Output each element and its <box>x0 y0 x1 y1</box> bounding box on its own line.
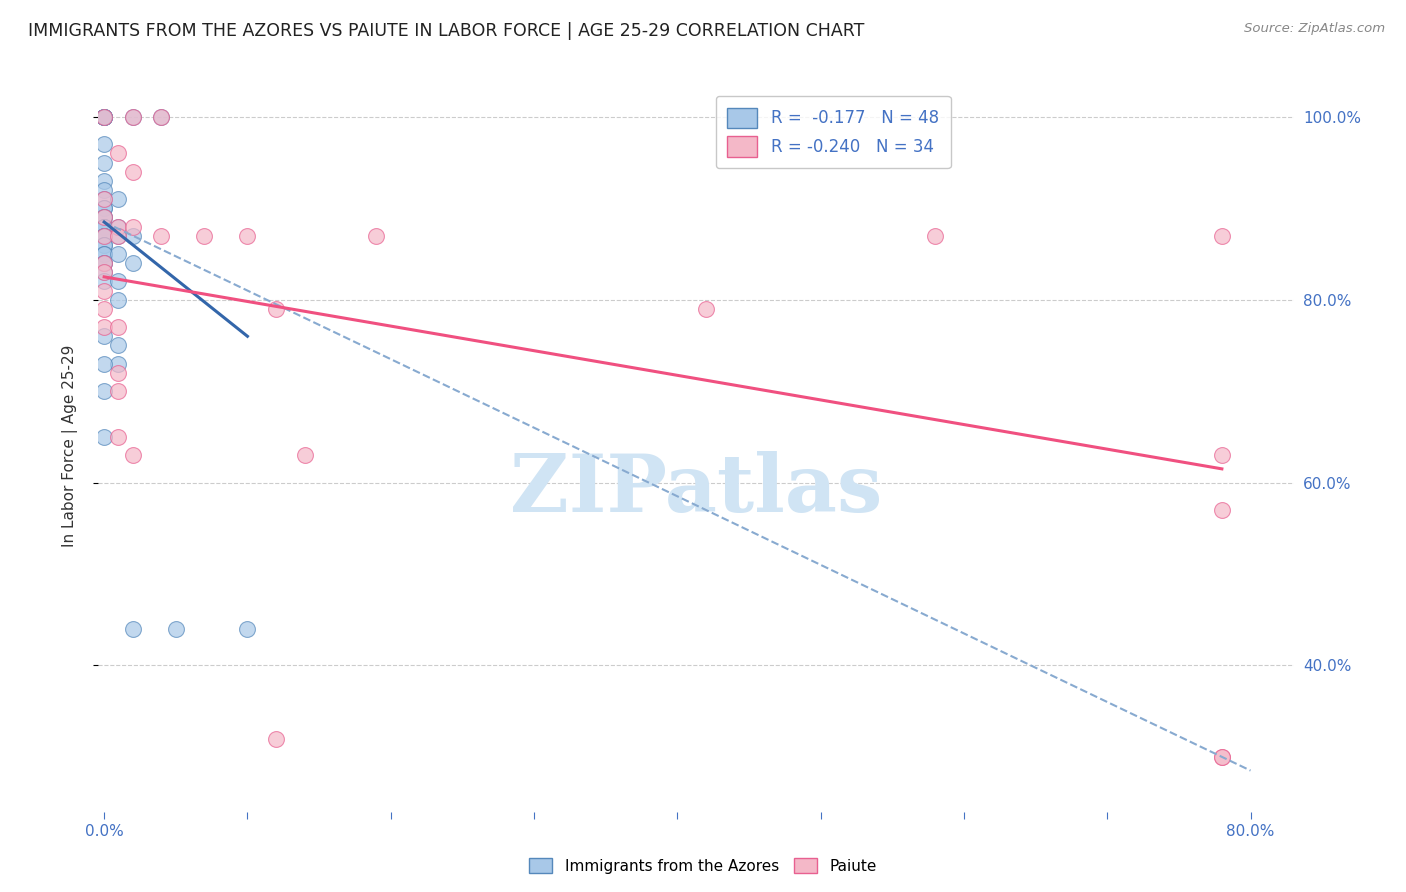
Point <box>107 219 129 234</box>
Point <box>93 110 115 124</box>
Point <box>150 228 173 243</box>
Point <box>107 293 129 307</box>
Point <box>93 275 115 289</box>
Text: Source: ZipAtlas.com: Source: ZipAtlas.com <box>1244 22 1385 36</box>
Point <box>93 137 115 152</box>
Point <box>366 228 388 243</box>
Point <box>1211 228 1233 243</box>
Point <box>93 265 115 279</box>
Point <box>150 110 173 124</box>
Point <box>236 228 259 243</box>
Point <box>107 228 129 243</box>
Point <box>93 155 115 169</box>
Point <box>93 201 115 215</box>
Point <box>121 164 143 178</box>
Point <box>93 211 115 225</box>
Point <box>93 228 115 243</box>
Point <box>93 247 115 261</box>
Point <box>121 622 143 636</box>
Point <box>93 430 115 444</box>
Point <box>107 192 129 206</box>
Point <box>93 357 115 371</box>
Point <box>150 110 173 124</box>
Point <box>93 110 115 124</box>
Point <box>93 329 115 343</box>
Point <box>193 228 215 243</box>
Point <box>93 211 115 225</box>
Point <box>1211 503 1233 517</box>
Point <box>121 228 143 243</box>
Point <box>93 110 115 124</box>
Point <box>107 228 129 243</box>
Point <box>93 256 115 270</box>
Point <box>93 228 115 243</box>
Point <box>107 219 129 234</box>
Point <box>264 731 287 746</box>
Point <box>294 448 316 462</box>
Point <box>924 228 946 243</box>
Point <box>121 110 143 124</box>
Point <box>107 146 129 161</box>
Point <box>107 384 129 399</box>
Point <box>695 301 717 316</box>
Y-axis label: In Labor Force | Age 25-29: In Labor Force | Age 25-29 <box>62 345 77 547</box>
Point <box>107 357 129 371</box>
Point <box>93 192 115 206</box>
Legend: Immigrants from the Azores, Paiute: Immigrants from the Azores, Paiute <box>523 852 883 880</box>
Point <box>1211 749 1233 764</box>
Text: ZIPatlas: ZIPatlas <box>510 450 882 529</box>
Point <box>121 256 143 270</box>
Point <box>107 430 129 444</box>
Point <box>236 622 259 636</box>
Point <box>93 301 115 316</box>
Point <box>93 284 115 298</box>
Point <box>93 384 115 399</box>
Point <box>93 219 115 234</box>
Point <box>107 366 129 380</box>
Point <box>93 110 115 124</box>
Point <box>93 219 115 234</box>
Point <box>93 201 115 215</box>
Point <box>93 183 115 197</box>
Point <box>93 320 115 334</box>
Point <box>1211 448 1233 462</box>
Point <box>93 238 115 252</box>
Point <box>93 265 115 279</box>
Point <box>165 622 187 636</box>
Legend: R =  -0.177   N = 48, R = -0.240   N = 34: R = -0.177 N = 48, R = -0.240 N = 34 <box>716 96 950 169</box>
Point <box>93 247 115 261</box>
Point <box>121 110 143 124</box>
Point <box>93 238 115 252</box>
Point <box>93 228 115 243</box>
Point <box>1211 749 1233 764</box>
Point <box>93 110 115 124</box>
Point <box>121 448 143 462</box>
Point <box>93 192 115 206</box>
Point <box>107 275 129 289</box>
Point <box>93 256 115 270</box>
Point <box>93 211 115 225</box>
Point <box>107 338 129 352</box>
Point <box>107 247 129 261</box>
Point <box>107 320 129 334</box>
Point <box>264 301 287 316</box>
Point <box>93 219 115 234</box>
Point <box>93 228 115 243</box>
Point <box>93 110 115 124</box>
Point <box>121 219 143 234</box>
Point <box>93 174 115 188</box>
Point <box>93 256 115 270</box>
Text: IMMIGRANTS FROM THE AZORES VS PAIUTE IN LABOR FORCE | AGE 25-29 CORRELATION CHAR: IMMIGRANTS FROM THE AZORES VS PAIUTE IN … <box>28 22 865 40</box>
